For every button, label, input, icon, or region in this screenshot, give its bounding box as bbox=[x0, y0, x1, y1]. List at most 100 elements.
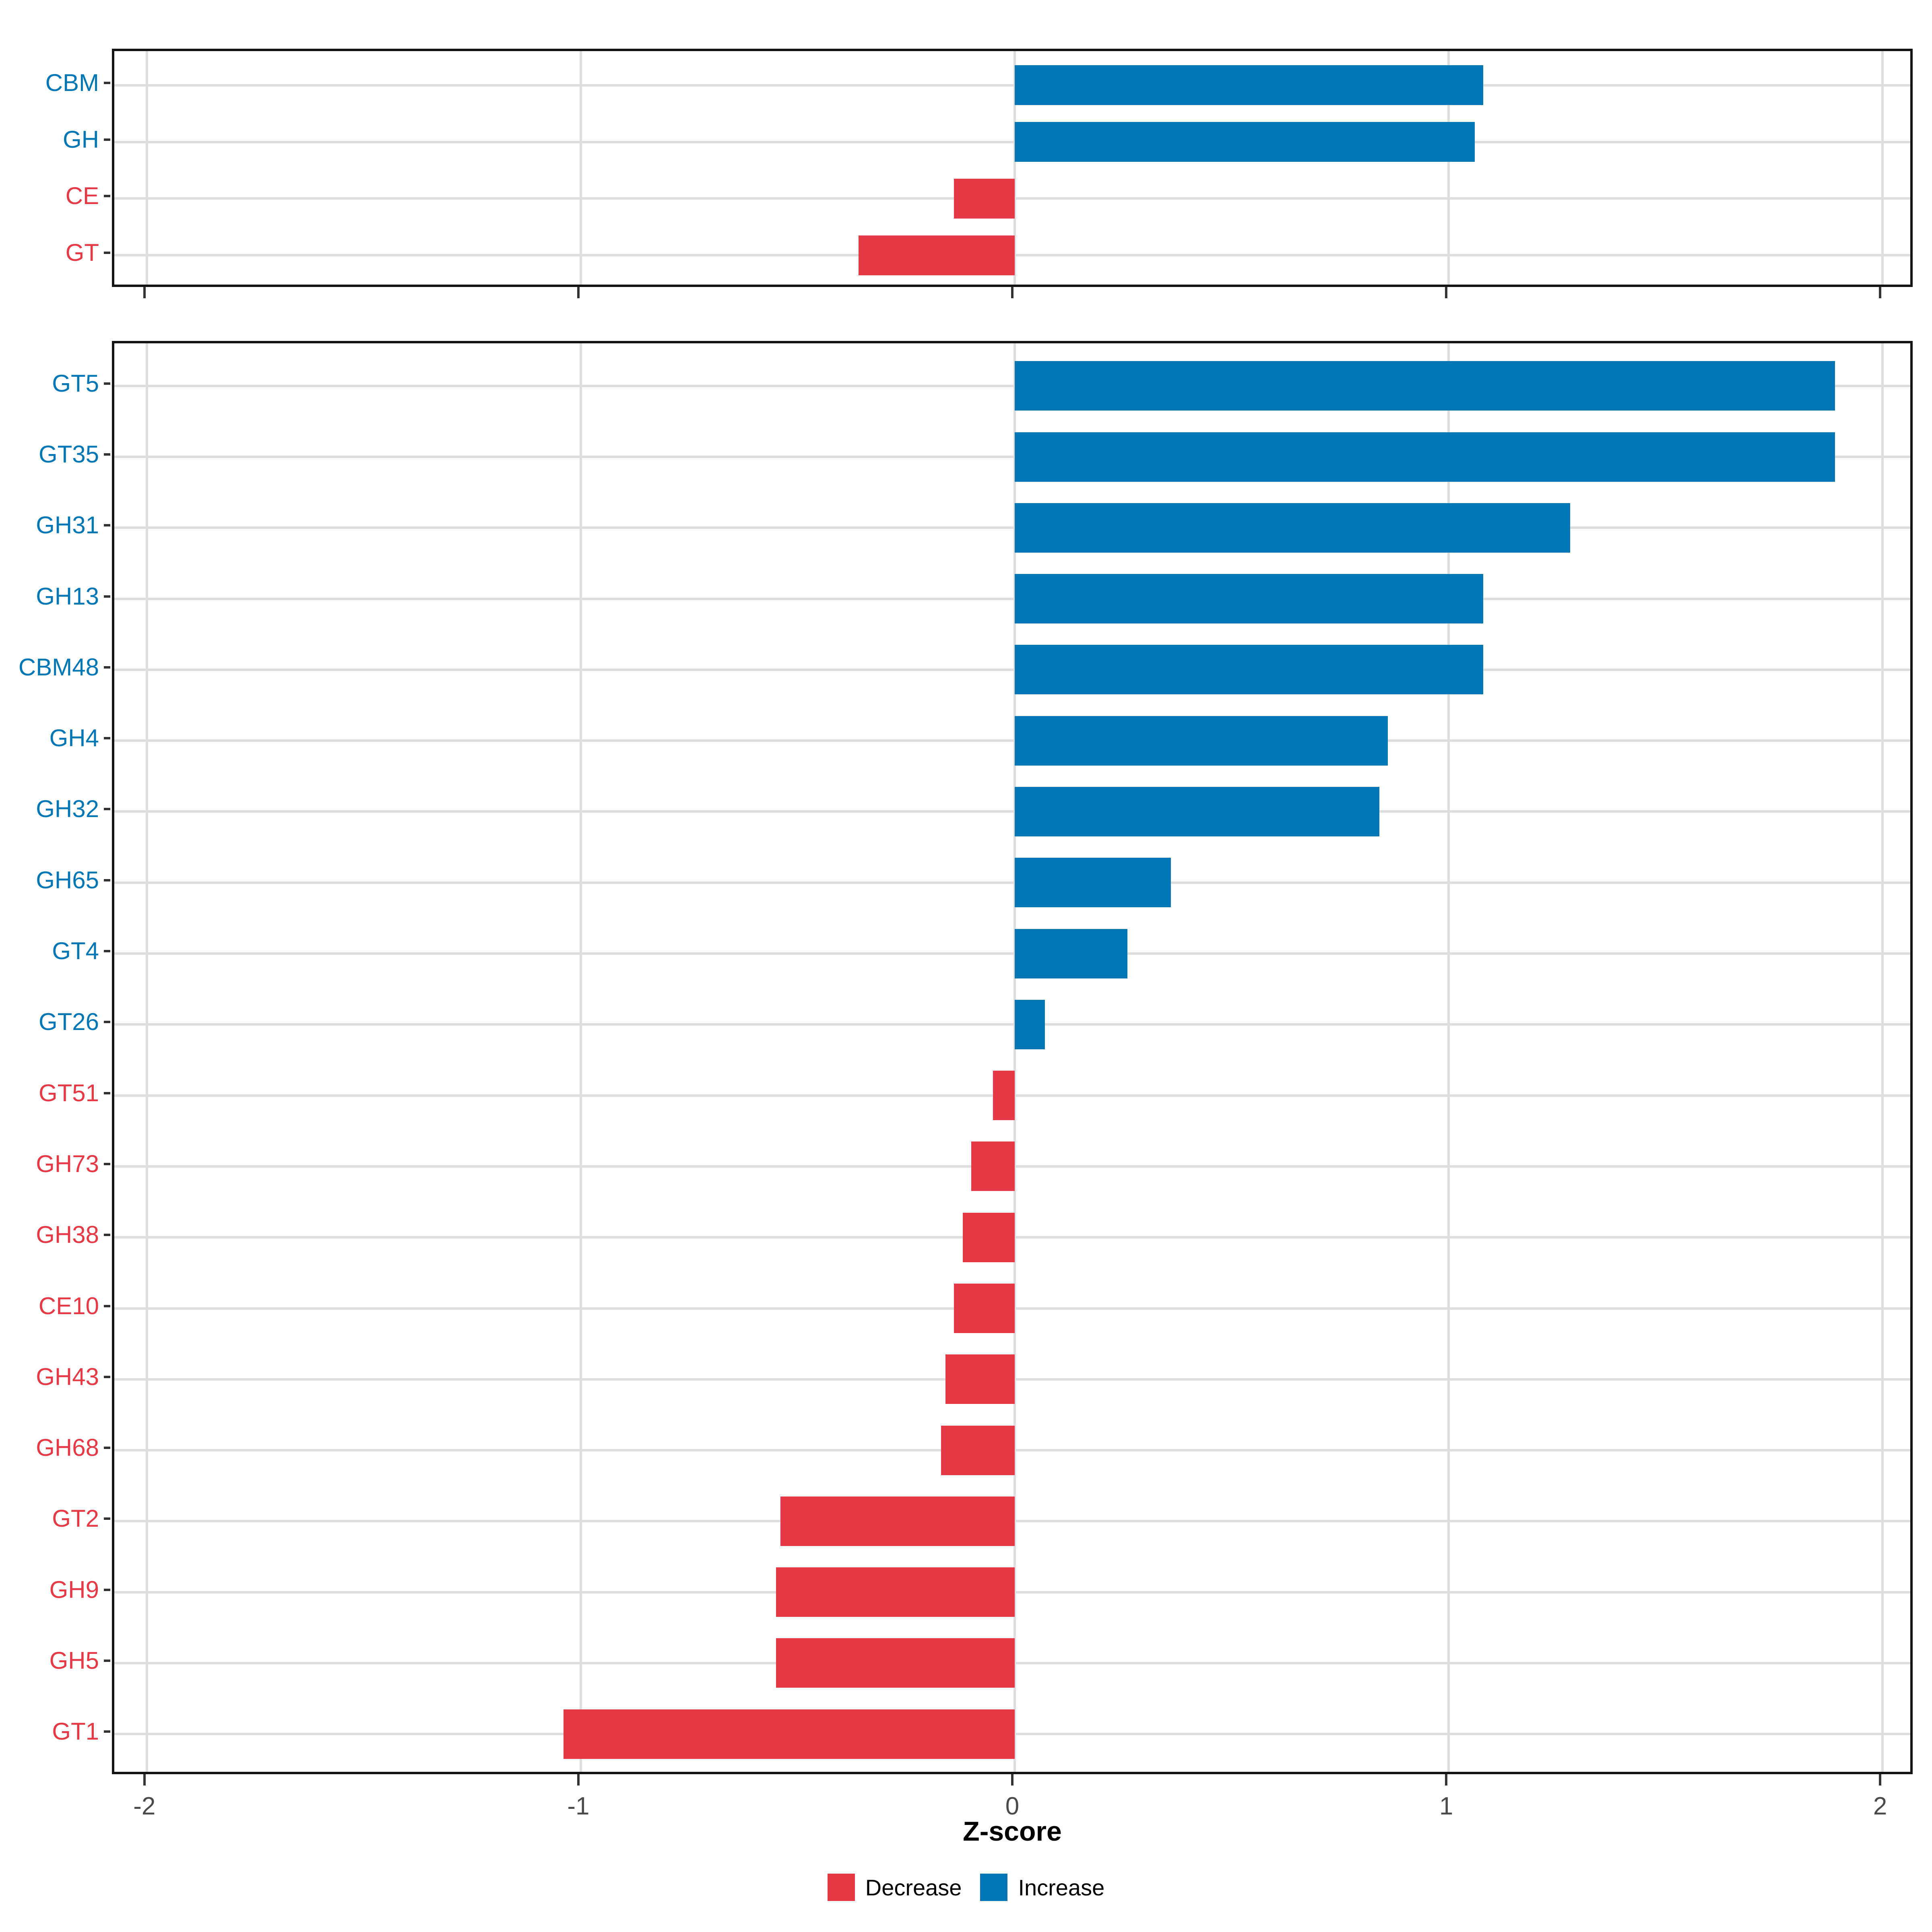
bar-GH5 bbox=[776, 1638, 1015, 1688]
y-axis-label-GH31: GH31 bbox=[36, 512, 99, 539]
y-tick-GT1 bbox=[104, 1730, 110, 1733]
gridline-x--2 bbox=[145, 51, 148, 285]
x-tick-label--2: -2 bbox=[133, 1792, 156, 1820]
x-tick-label-2: 2 bbox=[1873, 1792, 1887, 1820]
y-tick-GH9 bbox=[104, 1588, 110, 1591]
x-tick-bottom-0 bbox=[1011, 1774, 1013, 1785]
x-tick-top-2 bbox=[1879, 287, 1882, 298]
bottom-panel bbox=[112, 341, 1913, 1774]
gridline-y-GH31 bbox=[114, 526, 1910, 529]
gridline-y-GT4 bbox=[114, 952, 1910, 955]
y-axis-label-GH38: GH38 bbox=[36, 1221, 99, 1249]
gridline-x--1 bbox=[579, 51, 582, 285]
y-axis-label-GH5: GH5 bbox=[49, 1647, 99, 1674]
y-tick-GH43 bbox=[104, 1375, 110, 1378]
bar-GH68 bbox=[941, 1425, 1015, 1475]
bar-GT5 bbox=[1015, 361, 1835, 411]
y-axis-label-GH43: GH43 bbox=[36, 1363, 99, 1390]
y-axis-label-CE: CE bbox=[65, 182, 99, 210]
bar-CE bbox=[954, 178, 1015, 219]
gridline-x-1 bbox=[1447, 51, 1450, 285]
y-axis-label-GH73: GH73 bbox=[36, 1150, 99, 1177]
gridline-x-0 bbox=[1013, 343, 1016, 1772]
bar-GT4 bbox=[1015, 929, 1128, 978]
y-tick-GH bbox=[104, 138, 110, 141]
bar-GT1 bbox=[563, 1709, 1015, 1759]
legend-key-increase-swatch bbox=[980, 1874, 1008, 1901]
y-axis-label-GH9: GH9 bbox=[49, 1576, 99, 1603]
y-axis-label-GT35: GT35 bbox=[38, 441, 99, 468]
gridline-y-GT35 bbox=[114, 456, 1910, 458]
y-tick-GT26 bbox=[104, 1021, 110, 1024]
x-tick-top--1 bbox=[577, 287, 580, 298]
y-axis-label-GH32: GH32 bbox=[36, 795, 99, 823]
bar-GH4 bbox=[1015, 716, 1388, 766]
y-tick-GH65 bbox=[104, 879, 110, 881]
gridline-x-0 bbox=[1013, 51, 1016, 285]
bar-GT2 bbox=[780, 1496, 1015, 1546]
bar-CBM48 bbox=[1015, 645, 1484, 695]
y-tick-GT4 bbox=[104, 950, 110, 953]
bar-CBM bbox=[1015, 65, 1484, 105]
bar-GT bbox=[858, 235, 1015, 275]
legend-key-decrease-swatch bbox=[827, 1874, 855, 1901]
y-tick-GT bbox=[104, 252, 110, 254]
gridline-y-GT5 bbox=[114, 384, 1910, 387]
y-axis-label-GH65: GH65 bbox=[36, 866, 99, 894]
x-tick-bottom--2 bbox=[143, 1774, 146, 1785]
bar-GH13 bbox=[1015, 574, 1484, 624]
gridline-x-1 bbox=[1447, 343, 1450, 1772]
y-tick-GH4 bbox=[104, 737, 110, 740]
bar-GH31 bbox=[1015, 503, 1570, 553]
gridline-y-GH bbox=[114, 140, 1910, 143]
gridline-y-GH32 bbox=[114, 810, 1910, 813]
gridline-x-2 bbox=[1881, 343, 1884, 1772]
x-tick-top--2 bbox=[143, 287, 146, 298]
y-tick-GH73 bbox=[104, 1162, 110, 1165]
y-tick-GH5 bbox=[104, 1659, 110, 1662]
y-tick-GT5 bbox=[104, 382, 110, 385]
y-tick-CBM bbox=[104, 81, 110, 84]
bar-GT51 bbox=[993, 1071, 1015, 1121]
gridline-y-GH4 bbox=[114, 739, 1910, 742]
bar-GH65 bbox=[1015, 858, 1171, 908]
y-axis-label-GT5: GT5 bbox=[52, 369, 99, 397]
gridline-x--2 bbox=[145, 343, 148, 1772]
gridline-x-2 bbox=[1881, 51, 1884, 285]
y-tick-GT2 bbox=[104, 1517, 110, 1520]
y-tick-GT51 bbox=[104, 1092, 110, 1094]
y-axis-label-GT2: GT2 bbox=[52, 1505, 99, 1532]
y-axis-label-GT26: GT26 bbox=[38, 1008, 99, 1036]
x-tick-bottom-1 bbox=[1445, 1774, 1448, 1785]
x-tick-label-1: 1 bbox=[1439, 1792, 1453, 1820]
bar-GT35 bbox=[1015, 432, 1835, 482]
x-tick-top-1 bbox=[1445, 287, 1448, 298]
y-axis-label-GT4: GT4 bbox=[52, 937, 99, 965]
y-axis-label-GH13: GH13 bbox=[36, 582, 99, 610]
bar-GH bbox=[1015, 122, 1475, 162]
y-tick-CE bbox=[104, 195, 110, 198]
y-tick-CE10 bbox=[104, 1305, 110, 1307]
x-tick-top-0 bbox=[1011, 287, 1013, 298]
y-axis-label-GT1: GT1 bbox=[52, 1718, 99, 1745]
top-panel bbox=[112, 49, 1913, 287]
y-axis-label-CE10: CE10 bbox=[38, 1292, 99, 1319]
y-axis-label-GT: GT bbox=[65, 239, 99, 266]
x-tick-label-0: 0 bbox=[1005, 1792, 1020, 1820]
legend-entry-decrease: Decrease bbox=[827, 1874, 962, 1901]
x-tick-label--1: -1 bbox=[567, 1792, 590, 1820]
y-tick-CBM48 bbox=[104, 666, 110, 669]
gridline-y-CBM bbox=[114, 84, 1910, 87]
x-tick-bottom-2 bbox=[1879, 1774, 1882, 1785]
bar-GH43 bbox=[945, 1354, 1015, 1404]
bar-GH73 bbox=[971, 1141, 1015, 1191]
gridline-x--1 bbox=[579, 343, 582, 1772]
gridline-y-GH65 bbox=[114, 881, 1910, 884]
gridline-y-GT26 bbox=[114, 1023, 1910, 1026]
bar-GH38 bbox=[962, 1212, 1015, 1262]
bar-GH9 bbox=[776, 1567, 1015, 1617]
bar-GT26 bbox=[1015, 999, 1045, 1049]
bar-GH32 bbox=[1015, 786, 1379, 836]
y-tick-GH38 bbox=[104, 1234, 110, 1236]
